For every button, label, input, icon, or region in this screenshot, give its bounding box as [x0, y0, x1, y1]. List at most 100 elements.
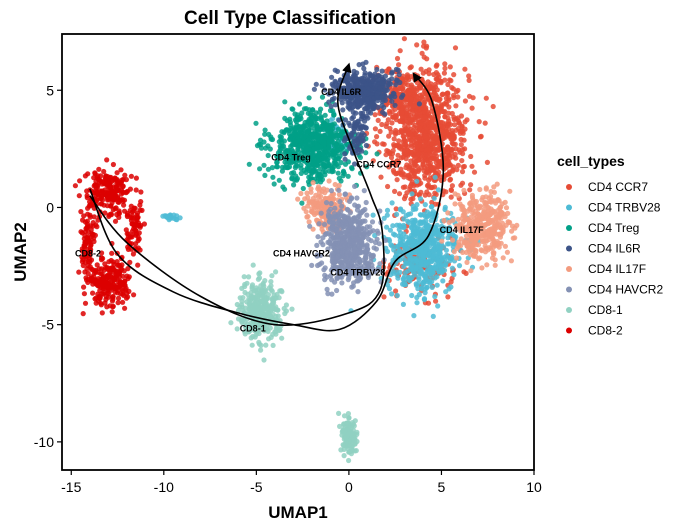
data-point	[365, 115, 371, 121]
data-point	[434, 274, 440, 280]
data-point	[341, 453, 347, 459]
data-point	[291, 130, 298, 136]
data-point	[408, 196, 414, 202]
data-point	[427, 278, 433, 284]
data-point	[327, 152, 334, 158]
data-point	[490, 103, 496, 110]
data-point	[311, 86, 317, 92]
data-point	[381, 294, 387, 300]
data-point	[374, 151, 380, 157]
data-point	[399, 102, 405, 108]
data-point	[430, 209, 436, 215]
data-point	[469, 240, 475, 247]
data-point	[352, 246, 358, 252]
data-point	[494, 181, 500, 187]
data-point	[363, 255, 369, 262]
data-point	[367, 224, 373, 230]
data-point	[110, 277, 116, 283]
data-point	[435, 303, 441, 309]
data-point	[328, 188, 334, 194]
data-point	[449, 183, 455, 189]
data-point	[282, 186, 288, 192]
data-point	[122, 278, 128, 284]
series-cd8-1	[228, 262, 360, 464]
data-point	[413, 265, 419, 272]
data-point	[399, 110, 405, 116]
data-point	[429, 284, 435, 290]
data-point	[445, 81, 451, 88]
data-point	[354, 438, 360, 445]
data-point	[336, 175, 342, 181]
data-point	[365, 77, 371, 83]
data-point	[451, 95, 457, 101]
data-point	[337, 199, 343, 205]
data-point	[488, 189, 494, 195]
data-point	[425, 300, 432, 306]
data-point	[320, 123, 326, 129]
data-point	[410, 167, 417, 174]
data-point	[286, 164, 293, 170]
data-point	[98, 276, 104, 282]
data-point	[500, 255, 506, 261]
data-point	[274, 159, 280, 165]
data-point	[289, 306, 295, 312]
data-point	[339, 280, 345, 286]
data-point	[391, 136, 397, 142]
data-point	[361, 65, 367, 72]
data-point	[112, 284, 119, 290]
data-point	[278, 288, 284, 294]
data-point	[483, 201, 489, 207]
data-point	[401, 147, 407, 153]
data-point	[390, 148, 396, 154]
data-point	[448, 194, 454, 200]
data-point	[429, 141, 435, 147]
data-point	[461, 269, 467, 275]
data-point	[120, 273, 126, 279]
data-point	[345, 249, 351, 255]
data-point	[471, 169, 478, 175]
data-point	[333, 141, 339, 148]
data-point	[133, 187, 139, 193]
data-point	[430, 149, 436, 156]
data-point	[401, 281, 407, 288]
data-point	[459, 169, 466, 175]
data-point	[479, 248, 485, 254]
data-point	[426, 263, 432, 269]
data-point	[433, 76, 439, 82]
data-point	[343, 258, 349, 264]
data-point	[390, 268, 396, 274]
data-point	[323, 154, 329, 160]
data-point	[110, 303, 116, 309]
data-point	[365, 109, 371, 115]
data-point	[403, 213, 409, 219]
data-point	[351, 215, 358, 221]
data-point	[262, 172, 268, 178]
data-point	[364, 164, 370, 170]
data-point	[382, 111, 388, 117]
data-point	[327, 206, 334, 212]
data-point	[462, 146, 468, 152]
data-point	[374, 134, 380, 140]
data-point	[452, 151, 458, 157]
data-point	[440, 124, 446, 130]
data-point	[405, 74, 411, 80]
data-point	[416, 157, 422, 163]
data-point	[422, 114, 428, 120]
data-point	[278, 137, 284, 143]
data-point	[422, 133, 429, 139]
data-point	[253, 120, 259, 126]
data-point	[336, 410, 342, 416]
data-point	[459, 180, 466, 186]
data-point	[453, 255, 460, 261]
data-point	[421, 143, 427, 149]
data-point	[342, 213, 348, 220]
data-point	[349, 166, 355, 172]
data-point	[415, 115, 421, 121]
data-point	[479, 265, 485, 271]
data-point	[306, 116, 312, 122]
data-point	[377, 261, 383, 267]
data-point	[299, 110, 305, 116]
data-point	[368, 255, 374, 261]
data-point	[449, 265, 455, 271]
